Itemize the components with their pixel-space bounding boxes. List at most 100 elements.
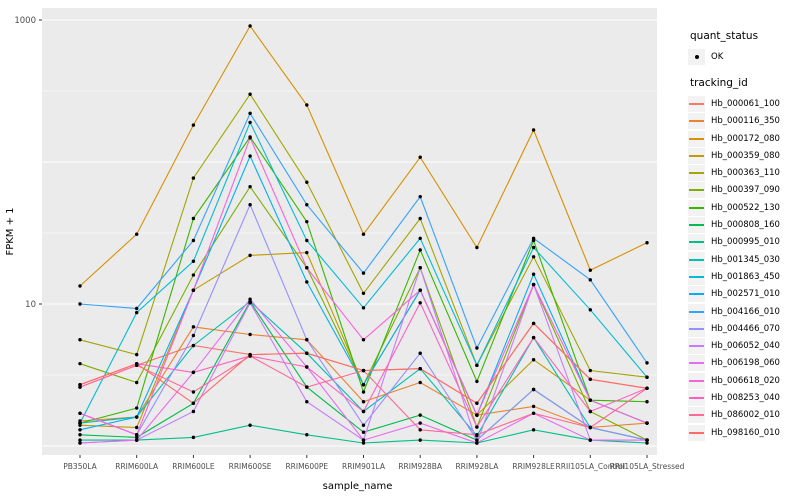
- data-point[interactable]: [135, 361, 139, 366]
- data-point[interactable]: [78, 338, 82, 342]
- data-point[interactable]: [361, 368, 366, 373]
- data-point[interactable]: [531, 428, 536, 432]
- data-point[interactable]: [191, 238, 196, 243]
- data-point[interactable]: [475, 346, 479, 350]
- data-point[interactable]: [248, 352, 252, 357]
- legend-item-Hb_000359_080[interactable]: Hb_000359_080: [688, 147, 800, 164]
- legend-item-Hb_000061_100[interactable]: Hb_000061_100: [688, 95, 800, 112]
- data-point[interactable]: [248, 111, 252, 116]
- data-point[interactable]: [78, 438, 82, 442]
- data-point[interactable]: [475, 438, 479, 442]
- data-point[interactable]: [475, 433, 479, 437]
- legend-item-Hb_006198_060[interactable]: Hb_006198_060: [688, 355, 800, 372]
- data-point[interactable]: [361, 400, 366, 404]
- data-point[interactable]: [305, 103, 309, 107]
- data-point[interactable]: [531, 387, 536, 392]
- data-point[interactable]: [531, 321, 536, 326]
- data-point[interactable]: [305, 385, 309, 389]
- data-point[interactable]: [78, 361, 82, 366]
- data-point[interactable]: [78, 383, 82, 387]
- data-point[interactable]: [418, 288, 422, 292]
- data-point[interactable]: [191, 288, 196, 292]
- data-point[interactable]: [645, 386, 649, 390]
- data-point[interactable]: [135, 310, 139, 315]
- data-point[interactable]: [588, 268, 592, 272]
- data-point[interactable]: [418, 421, 422, 425]
- data-point[interactable]: [191, 435, 196, 440]
- x-tick-label[interactable]: RRII105LA_Stressed: [610, 462, 685, 471]
- data-point[interactable]: [531, 128, 536, 132]
- legend-item-Hb_001345_030[interactable]: Hb_001345_030: [688, 251, 800, 268]
- data-point[interactable]: [475, 441, 479, 445]
- data-point[interactable]: [418, 155, 422, 159]
- data-point[interactable]: [78, 302, 82, 306]
- data-point[interactable]: [135, 352, 139, 357]
- data-point[interactable]: [645, 375, 649, 379]
- data-point[interactable]: [531, 404, 536, 409]
- data-point[interactable]: [475, 425, 479, 429]
- data-point[interactable]: [361, 430, 366, 434]
- data-point[interactable]: [305, 238, 309, 243]
- data-point[interactable]: [78, 385, 82, 389]
- data-point[interactable]: [588, 409, 592, 414]
- data-point[interactable]: [248, 332, 252, 337]
- data-point[interactable]: [645, 441, 649, 445]
- data-point[interactable]: [531, 236, 536, 241]
- data-point[interactable]: [531, 255, 536, 259]
- data-point[interactable]: [191, 216, 196, 221]
- data-point[interactable]: [361, 383, 366, 387]
- data-point[interactable]: [418, 438, 422, 442]
- data-point[interactable]: [588, 308, 592, 312]
- data-point[interactable]: [248, 154, 252, 158]
- data-point[interactable]: [305, 338, 309, 342]
- legend-item-Hb_000522_130[interactable]: Hb_000522_130: [688, 199, 800, 216]
- data-point[interactable]: [418, 380, 422, 385]
- data-point[interactable]: [588, 425, 592, 430]
- data-point[interactable]: [305, 250, 309, 255]
- data-point[interactable]: [645, 438, 649, 442]
- data-point[interactable]: [418, 367, 422, 371]
- data-point[interactable]: [361, 409, 366, 414]
- data-point[interactable]: [588, 377, 592, 381]
- data-point[interactable]: [305, 203, 309, 207]
- data-point[interactable]: [248, 203, 252, 207]
- legend-item-Hb_000116_350[interactable]: Hb_000116_350: [688, 113, 800, 130]
- data-point[interactable]: [531, 245, 536, 250]
- data-point[interactable]: [191, 390, 196, 394]
- data-point[interactable]: [361, 390, 366, 394]
- data-point[interactable]: [78, 411, 82, 415]
- data-point[interactable]: [475, 401, 479, 405]
- data-point[interactable]: [191, 259, 196, 263]
- data-point[interactable]: [418, 194, 422, 199]
- data-point[interactable]: [588, 368, 592, 373]
- data-point[interactable]: [645, 361, 649, 365]
- data-point[interactable]: [475, 379, 479, 384]
- data-point[interactable]: [135, 435, 139, 440]
- legend-item-Hb_006052_040[interactable]: Hb_006052_040: [688, 337, 800, 355]
- data-point[interactable]: [78, 284, 82, 288]
- data-point[interactable]: [645, 400, 649, 404]
- data-point[interactable]: [248, 423, 252, 427]
- data-point[interactable]: [361, 291, 366, 295]
- data-point[interactable]: [248, 297, 252, 301]
- data-point[interactable]: [191, 343, 196, 348]
- data-point[interactable]: [475, 245, 479, 250]
- data-point[interactable]: [305, 433, 309, 437]
- data-point[interactable]: [361, 271, 366, 275]
- data-point[interactable]: [418, 351, 422, 355]
- data-point[interactable]: [588, 278, 592, 282]
- data-point[interactable]: [361, 338, 366, 342]
- legend-item-Hb_004166_010[interactable]: Hb_004166_010: [688, 303, 800, 320]
- data-point[interactable]: [248, 92, 252, 96]
- x-tick-label[interactable]: RRIM928LA: [455, 462, 499, 471]
- data-point[interactable]: [135, 406, 139, 410]
- legend-item-Hb_086002_010[interactable]: Hb_086002_010: [688, 407, 800, 424]
- data-point[interactable]: [418, 248, 422, 252]
- data-point[interactable]: [418, 236, 422, 241]
- data-point[interactable]: [588, 398, 592, 402]
- x-tick-label[interactable]: RRII105LA_Control: [556, 462, 626, 471]
- data-point[interactable]: [305, 180, 309, 184]
- data-point[interactable]: [361, 306, 366, 310]
- data-point[interactable]: [135, 232, 139, 236]
- data-point[interactable]: [475, 363, 479, 368]
